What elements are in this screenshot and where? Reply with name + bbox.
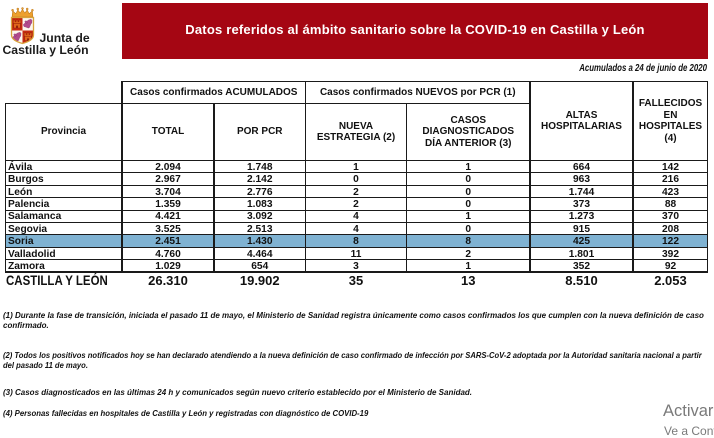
svg-text:Junta de: Junta de bbox=[40, 31, 90, 45]
svg-text:Castilla y León: Castilla y León bbox=[3, 43, 89, 57]
